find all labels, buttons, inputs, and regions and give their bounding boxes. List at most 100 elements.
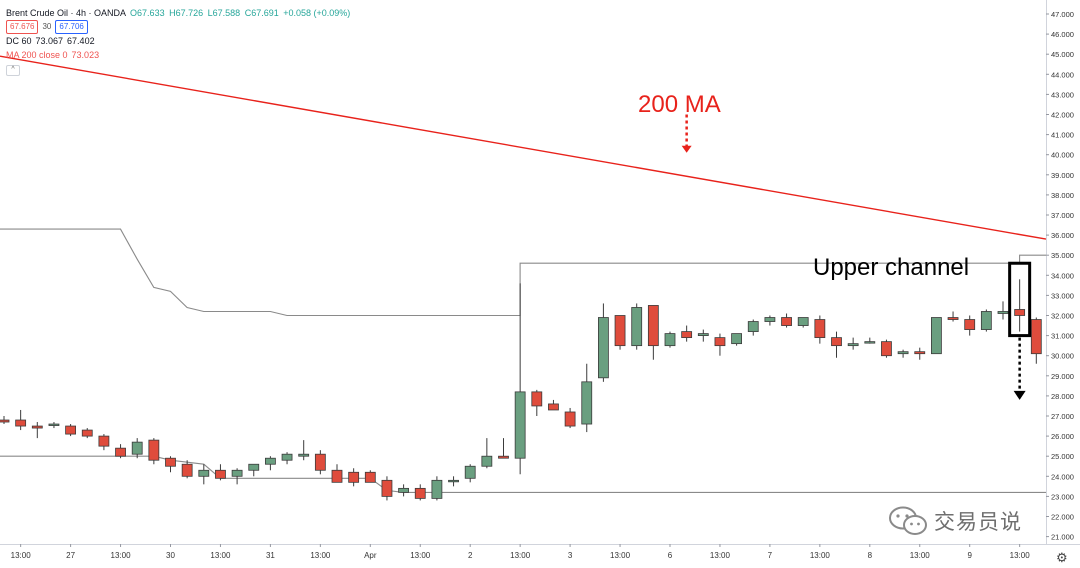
candle-body: [198, 469, 210, 477]
candlestick-series: [0, 279, 1042, 501]
candle: [947, 311, 959, 322]
candle-body: [697, 333, 709, 336]
candle: [548, 399, 559, 411]
x-tick-label: Apr: [364, 551, 377, 560]
x-tick-label: 13:00: [910, 551, 931, 560]
candle-body: [115, 447, 126, 457]
candle: [664, 331, 676, 348]
candle-body: [248, 463, 260, 471]
candle: [148, 438, 160, 465]
x-tick-label: 13:00: [310, 551, 331, 560]
candle-body: [481, 455, 493, 467]
candle: [431, 476, 443, 501]
candle: [314, 450, 326, 475]
candle: [0, 416, 10, 425]
candle: [364, 470, 376, 483]
y-tick-label: 45.000: [1051, 50, 1074, 59]
candle: [847, 337, 859, 350]
candle: [464, 464, 476, 483]
x-tick-label: 13:00: [1010, 551, 1031, 560]
x-tick-label: 3: [568, 551, 573, 560]
candle: [348, 468, 360, 487]
candle-body: [264, 457, 276, 465]
x-tick-label: 27: [66, 551, 75, 560]
candle-body: [431, 479, 443, 499]
ohlc-values: O67.633 H67.726 L67.588 C67.691 +0.058 (…: [130, 7, 352, 19]
candle-body: [764, 317, 776, 322]
collapse-legend-icon[interactable]: ^: [6, 65, 20, 76]
x-tick-label: 8: [868, 551, 873, 560]
candle: [81, 428, 93, 439]
candle-body: [381, 479, 393, 497]
candle: [881, 339, 892, 358]
candle: [914, 347, 926, 360]
candle: [514, 283, 526, 475]
candle-body: [65, 425, 76, 435]
candle: [48, 422, 60, 429]
y-tick-label: 30.000: [1051, 352, 1074, 361]
candle: [931, 317, 942, 355]
price-axis[interactable]: 47.000 46.000 45.000 44.000 43.000 42.000 41.0…: [1046, 0, 1074, 544]
annotation-shapes: [681, 114, 1032, 400]
candle: [281, 452, 293, 465]
candle-body: [714, 337, 726, 347]
candle-body: [631, 307, 643, 347]
y-tick-label: 31.000: [1051, 332, 1074, 341]
candle-body: [931, 317, 942, 355]
candle-body: [980, 311, 992, 330]
y-tick-label: 23.000: [1051, 492, 1074, 501]
upper-channel-annotation-label: Upper channel: [813, 254, 970, 281]
candle-body: [781, 317, 792, 326]
candle: [98, 434, 110, 451]
candle: [714, 333, 726, 356]
time-axis[interactable]: 13:00 27 13:00 30 13:00 31 13:00 Apr 13:00 2 13:00…: [0, 544, 1080, 560]
sell-button[interactable]: 67.676: [6, 20, 39, 34]
dc-value-1: 73.067: [35, 36, 64, 46]
candle: [631, 303, 643, 350]
x-tick-label: 13:00: [11, 551, 32, 560]
candle-body: [997, 311, 1009, 314]
ma-indicator-row[interactable]: MA 200 close 0 73.023: [6, 48, 352, 62]
gear-icon[interactable]: ⚙: [1056, 550, 1068, 565]
candle: [814, 315, 826, 344]
candle: [481, 438, 493, 469]
candle: [747, 319, 759, 336]
y-tick-label: 27.000: [1051, 412, 1074, 421]
candle-body: [914, 351, 926, 355]
candle-body: [514, 391, 526, 459]
y-tick-label: 26.000: [1051, 432, 1074, 441]
watermark-text: 交易员说: [934, 511, 1022, 534]
symbol-title[interactable]: Brent Crude Oil · 4h · OANDA: [6, 8, 127, 18]
candle: [681, 325, 693, 342]
x-tick-label: 13:00: [710, 551, 731, 560]
high-value: H67.726: [169, 8, 204, 18]
candle-body: [364, 471, 376, 483]
candle: [65, 424, 76, 437]
x-tick-label: 9: [967, 551, 972, 560]
candle-body: [864, 341, 876, 344]
y-tick-label: 38.000: [1051, 191, 1074, 200]
candle: [598, 303, 609, 382]
candle: [897, 349, 909, 358]
watermark: 交易员说: [888, 505, 1022, 537]
x-tick-label: 13:00: [510, 551, 531, 560]
x-tick-label: 13:00: [210, 551, 231, 560]
x-tick-label: 30: [166, 551, 175, 560]
ma-arrow-head: [681, 145, 692, 153]
legend: Brent Crude Oil · 4h · OANDA O67.633 H67…: [6, 6, 352, 76]
candle: [697, 329, 709, 342]
x-tick-label: 13:00: [410, 551, 431, 560]
candle-body: [215, 469, 226, 479]
ma-200-path: [0, 55, 1047, 240]
candle: [647, 305, 659, 360]
candle: [614, 315, 626, 350]
y-tick-label: 24.000: [1051, 472, 1074, 481]
spread-value: 30: [42, 22, 52, 31]
buy-button[interactable]: 67.706: [55, 20, 88, 34]
dc-indicator-row[interactable]: DC 60 73.067 67.402: [6, 34, 352, 48]
arrow-head: [1013, 390, 1026, 400]
ma-annotation-label: 200 MA: [638, 91, 721, 118]
candle-body: [281, 453, 293, 461]
y-tick-label: 34.000: [1051, 271, 1074, 280]
